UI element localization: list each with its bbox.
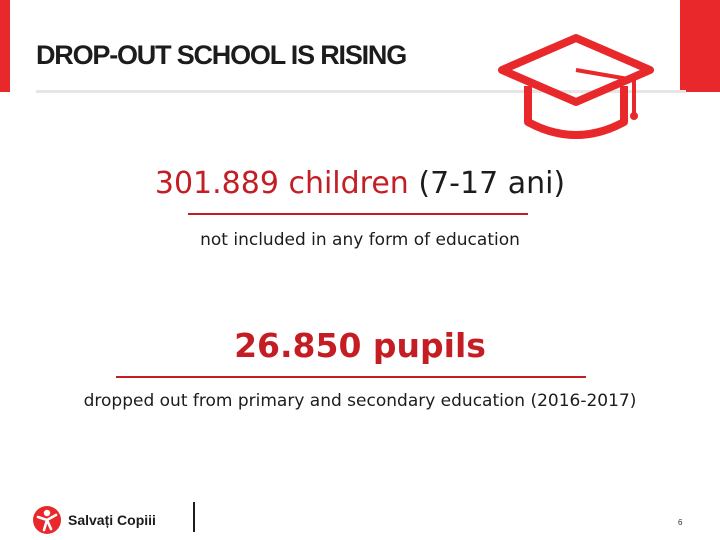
- pupils-stat-caption: dropped out from primary and secondary e…: [83, 391, 637, 411]
- page-number: 6: [678, 518, 683, 527]
- graduation-cap-icon: [498, 34, 654, 139]
- salvati-copiii-logo-icon: [33, 506, 61, 534]
- pupils-stat-underline: [116, 376, 586, 378]
- children-stat-caption: not included in any form of education: [200, 230, 520, 250]
- logo-text: Salvați Copiii: [68, 512, 156, 528]
- footer-divider: [193, 502, 195, 532]
- children-stat-underline: [188, 213, 528, 215]
- corner-accent-left: [0, 0, 10, 92]
- children-count: 301.889 children: [154, 166, 409, 201]
- corner-accent-right: [680, 0, 720, 92]
- pupils-stat: 26.850 pupils: [234, 326, 486, 365]
- age-range: (7-17 ani): [418, 166, 566, 201]
- slide-title: DROP-OUT SCHOOL IS RISING: [36, 40, 407, 70]
- title-divider: [36, 90, 686, 93]
- children-stat: 301.889 children (7-17 ani): [0, 166, 720, 201]
- salvati-copiii-logo: Salvați Copiii: [32, 505, 156, 535]
